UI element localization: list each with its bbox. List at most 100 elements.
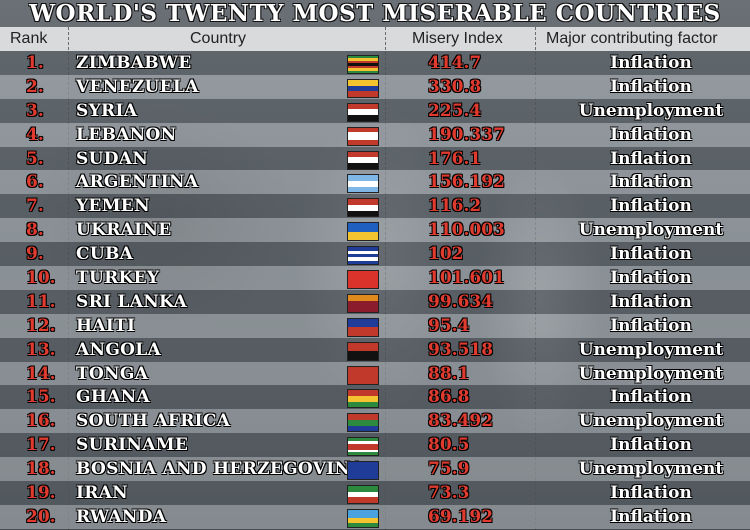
table-row: 19. IRAN 73.3 Inflation [0,481,750,505]
table-row: 9. CUBA 102 Inflation [0,242,750,267]
country-cell: SUDAN [76,148,149,169]
table-row: 8. UKRAINE 110.003 Unemployment [0,218,750,243]
table-row: 10. TURKEY 101.601 Inflation [0,266,750,290]
table-row: 16. SOUTH AFRICA 83.492 Unemployment [0,409,750,434]
misery-index-cell: 95.4 [428,315,470,336]
column-divider [68,27,69,530]
misery-index-cell: 156.192 [428,172,505,193]
factor-cell: Unemployment [578,459,724,480]
misery-index-cell: 116.2 [428,196,482,217]
factor-cell: Inflation [610,506,692,527]
country-cell: ZIMBABWE [76,53,192,73]
misery-index-cell: 99.634 [428,291,494,312]
country-cell: SRI LANKA [76,291,187,312]
misery-index-cell: 190.337 [428,124,505,145]
factor-cell: Inflation [610,172,692,193]
header-country: Country [190,30,247,47]
table-row: 4. LEBANON 190.337 Inflation [0,122,750,147]
factor-cell: Inflation [610,483,692,504]
rank-cell: 1. [26,53,44,73]
factor-cell: Inflation [610,148,692,169]
factor-cell: Inflation [610,76,692,97]
rank-cell: 15. [26,387,56,408]
flag-icon [347,293,379,313]
factor-cell: Unemployment [578,411,724,432]
country-cell: RWANDA [76,506,167,527]
factor-cell: Inflation [610,268,692,289]
flag-icon [347,365,379,385]
flag-icon [347,389,379,409]
flag-icon [347,55,379,74]
rank-cell: 19. [26,483,56,504]
rank-cell: 10. [26,268,56,289]
column-divider [385,27,386,530]
table-row: 15. GHANA 86.8 Inflation [0,385,750,410]
table-header: Rank Country Misery Index Major contribu… [0,27,750,51]
misery-index-cell: 110.003 [428,220,505,241]
country-cell: LEBANON [76,124,177,145]
country-cell: SOUTH AFRICA [76,411,231,432]
misery-index-cell: 86.8 [428,387,470,408]
flag-icon [347,508,379,528]
rank-cell: 9. [26,244,44,265]
country-cell: ARGENTINA [76,172,199,193]
factor-cell: Inflation [610,315,692,336]
misery-index-cell: 75.9 [428,459,470,480]
rank-cell: 14. [26,363,56,384]
country-cell: SYRIA [76,100,138,121]
flag-icon [347,102,379,122]
factor-cell: Unemployment [578,220,724,241]
table-body: 1. ZIMBABWE 414.7 Inflation 2. VENEZUELA 330.8… [0,51,750,529]
flag-icon [347,270,379,290]
factor-cell: Inflation [610,291,692,312]
misery-index-cell: 80.5 [428,435,470,456]
flag-icon [347,317,379,337]
country-cell: ANGOLA [76,339,161,360]
flag-icon [347,78,379,98]
rank-cell: 4. [26,124,44,145]
flag-icon [347,341,379,361]
misery-index-cell: 176.1 [428,148,482,169]
misery-index-cell: 93.518 [428,339,494,360]
rank-cell: 7. [26,196,44,217]
rank-cell: 13. [26,339,56,360]
misery-index-cell: 83.492 [428,411,494,432]
country-cell: GHANA [76,387,150,408]
country-cell: TURKEY [76,268,160,289]
table-row: 1. ZIMBABWE 414.7 Inflation [0,51,750,75]
country-cell: CUBA [76,244,134,265]
table-row: 17. SURINAME 80.5 Inflation [0,433,750,458]
country-cell: HAITI [76,315,136,336]
misery-index-cell: 73.3 [428,483,470,504]
flag-icon [347,126,379,146]
table-row: 5. SUDAN 176.1 Inflation [0,146,750,171]
rank-cell: 17. [26,435,56,456]
table-row: 18. BOSNIA AND HERZEGOVINA 75.9 Unemploymen… [0,457,750,482]
rank-cell: 5. [26,148,44,169]
rank-cell: 6. [26,172,44,193]
misery-index-cell: 225.4 [428,100,482,121]
factor-cell: Inflation [610,435,692,456]
rank-cell: 16. [26,411,56,432]
table-row: 20. RWANDA 69.192 Inflation [0,504,750,529]
flag-icon [347,174,379,194]
table-row: 14. TONGA 88.1 Unemployment [0,361,750,386]
page-title: WORLD'S TWENTY MOST MISERABLE COUNTRIES [29,0,721,27]
factor-cell: Unemployment [578,100,724,121]
table-row: 6. ARGENTINA 156.192 Inflation [0,170,750,195]
table-row: 7. YEMEN 116.2 Inflation [0,194,750,219]
flag-icon [347,413,379,433]
rank-cell: 3. [26,100,44,121]
column-divider [535,27,536,530]
table-row: 12. HAITI 95.4 Inflation [0,313,750,338]
factor-cell: Unemployment [578,363,724,384]
factor-cell: Inflation [610,124,692,145]
header-misery-index: Misery Index [412,30,503,47]
table-row: 2. VENEZUELA 330.8 Inflation [0,74,750,99]
rank-cell: 20. [26,506,56,527]
rank-cell: 8. [26,220,44,241]
factor-cell: Unemployment [578,339,724,360]
flag-icon [347,222,379,242]
country-cell: SURINAME [76,435,189,456]
